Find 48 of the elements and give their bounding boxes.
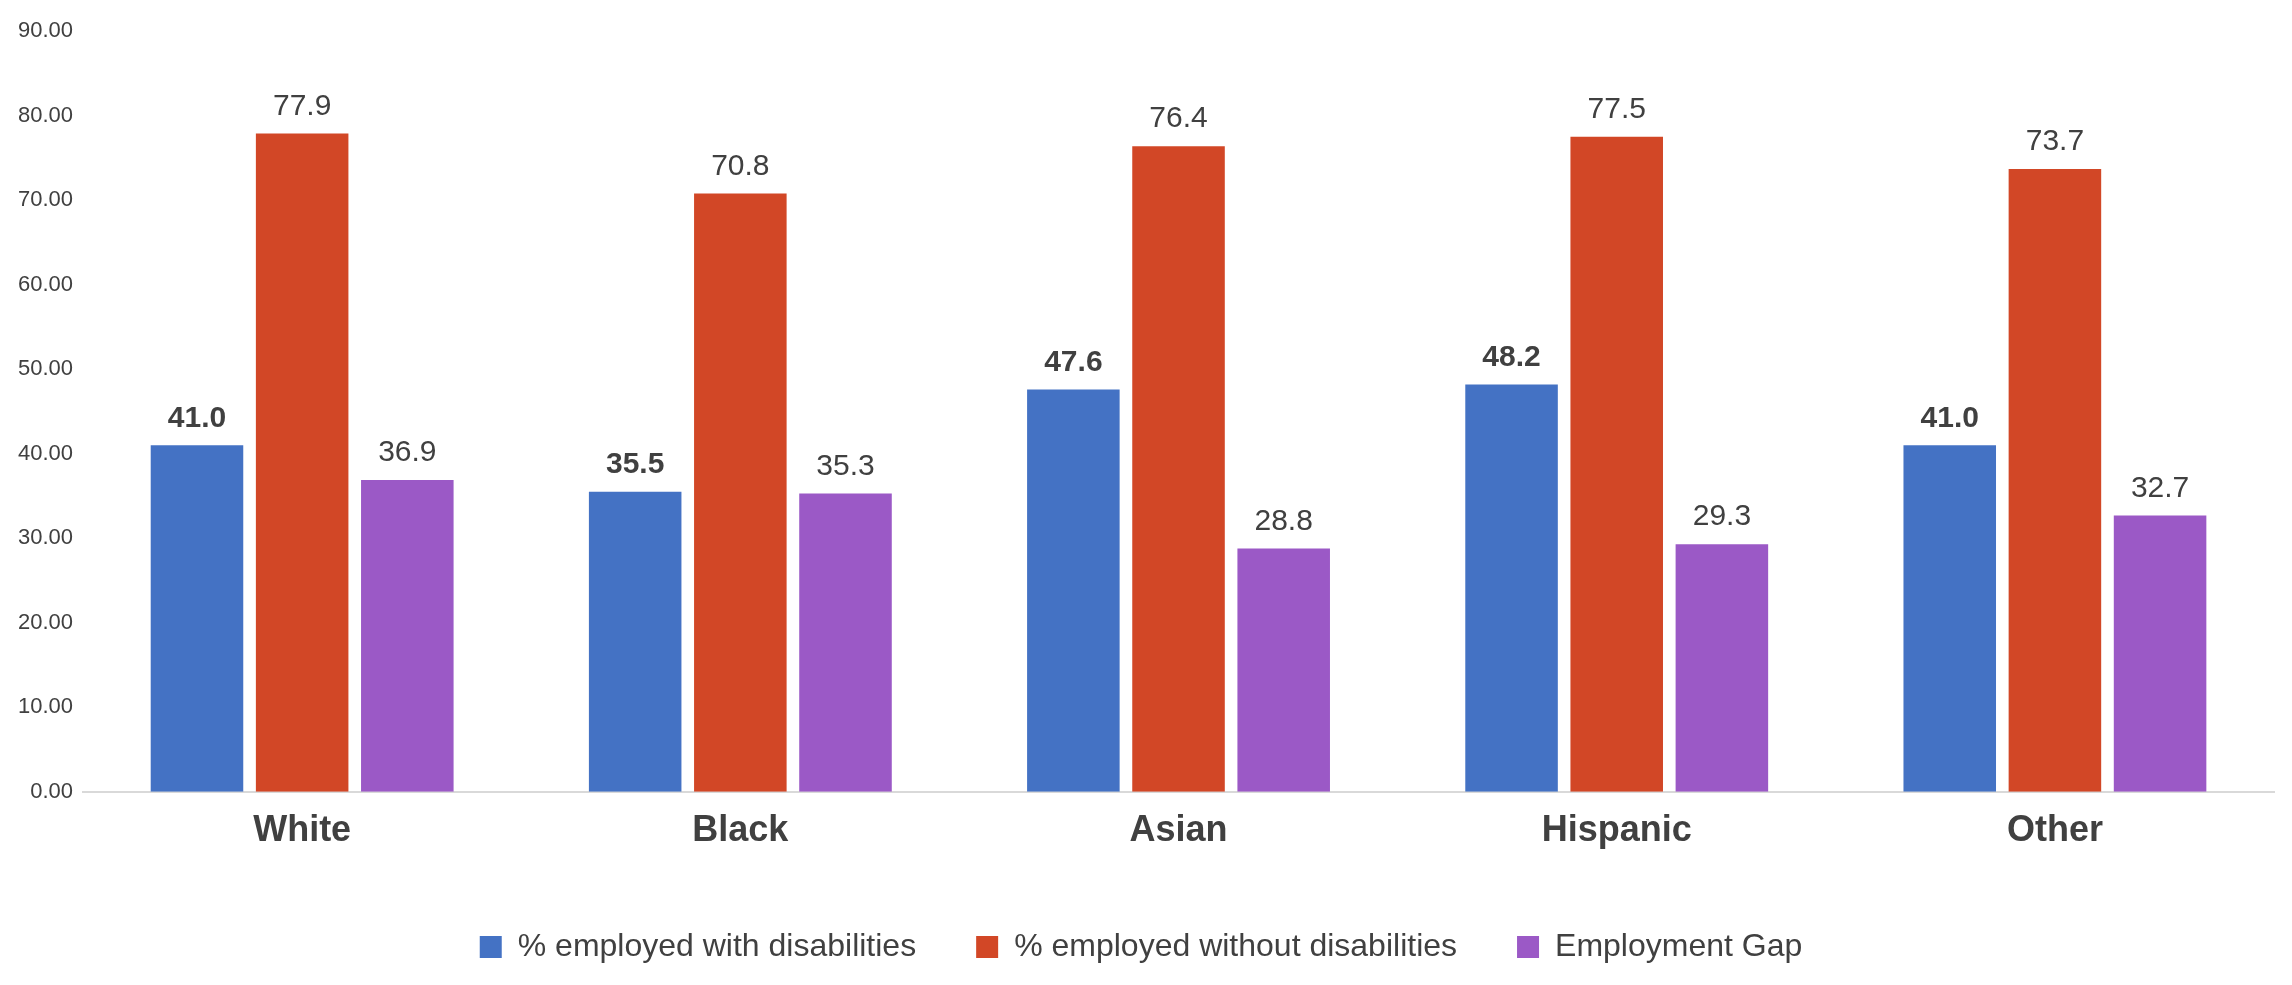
bar [150,445,244,792]
y-tick-label: 90.00 [17,17,74,43]
data-label: 48.2 [1482,338,1541,372]
bar [1237,548,1330,792]
y-tick-label: 10.00 [17,693,74,719]
bar [1465,384,1558,792]
y-tick-label: 50.00 [17,355,74,381]
bar [694,193,787,792]
data-label: 76.4 [1149,100,1208,134]
x-tick-label: Black [692,808,790,850]
bar [2008,168,2102,792]
y-tick-label: 20.00 [17,608,74,634]
bar [1675,544,1769,792]
data-label: 35.5 [605,446,665,480]
bar [255,133,349,792]
data-label: 36.9 [378,434,437,468]
data-label: 77.5 [1587,91,1646,125]
y-tick-label: 30.00 [17,524,74,550]
x-tick-label: Asian [1129,808,1228,850]
x-tick-label: Hispanic [1541,808,1692,850]
bar [361,479,454,792]
legend-label: % employed without disabilities [1014,926,1458,963]
legend-label: Employment Gap [1555,926,1803,963]
data-label: 77.9 [272,87,332,121]
y-tick-label: 80.00 [17,101,74,127]
bar [588,491,682,792]
y-tick-label: 60.00 [17,270,74,296]
data-label: 41.0 [167,399,227,433]
x-tick-label: White [253,808,352,850]
data-label: 32.7 [2130,469,2190,503]
y-tick-label: 0.00 [30,777,74,803]
bar [2113,515,2207,792]
legend-label: % employed with disabilities [517,926,917,963]
data-label: 28.8 [1254,502,1313,536]
bar [1027,389,1120,792]
data-label: 70.8 [711,147,770,181]
x-tick-label: Other [2006,808,2103,850]
bar [1903,445,1997,792]
data-label: 35.3 [816,447,875,481]
y-tick-label: 70.00 [17,186,74,212]
y-tick-label: 40.00 [17,439,74,465]
data-label: 41.0 [1920,399,1979,433]
data-label: 29.3 [1692,498,1752,532]
data-label: 73.7 [2025,123,2085,157]
bar [799,493,892,792]
data-label: 47.6 [1044,343,1103,377]
bar [1132,146,1225,792]
bar [1570,136,1663,792]
